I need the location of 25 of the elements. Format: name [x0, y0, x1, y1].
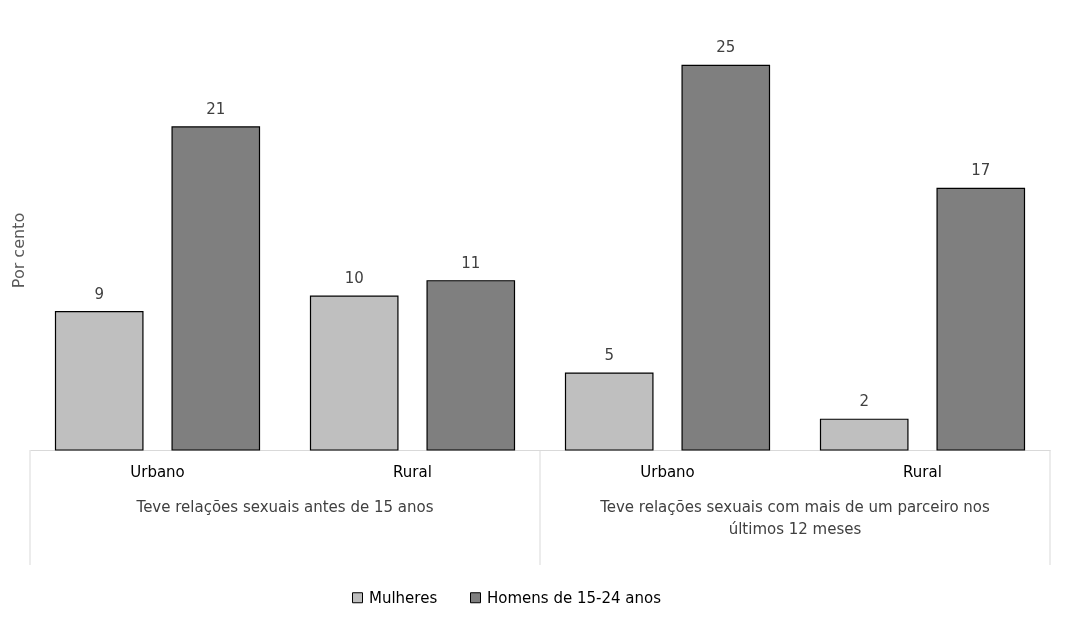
bar — [936, 187, 1026, 451]
bar — [564, 372, 654, 451]
data-label: 25 — [716, 38, 736, 57]
bar — [54, 310, 144, 451]
data-label: 2 — [859, 392, 869, 411]
bar — [819, 418, 909, 451]
bar — [171, 126, 261, 451]
x-tick-label: Rural — [393, 462, 432, 481]
legend-label: Mulheres — [369, 588, 438, 607]
data-label: 9 — [94, 284, 104, 303]
data-label: 17 — [971, 161, 991, 180]
data-label: 21 — [206, 99, 226, 118]
text: Teve relações sexuais antes de 15 anos — [135, 498, 434, 516]
x-tick-label: Urbano — [640, 462, 695, 481]
bar — [681, 64, 771, 451]
x-tick-label: Rural — [903, 462, 942, 481]
data-label: 5 — [604, 346, 614, 365]
data-label: 11 — [461, 253, 481, 272]
x-tick-label: Urbano — [130, 462, 185, 481]
bar — [309, 295, 399, 451]
data-label: 10 — [344, 269, 364, 288]
legend-label: Homens de 15-24 anos — [487, 588, 662, 607]
text: Teve relações sexuais com mais de um parceiro nos últimos 12 meses — [599, 498, 991, 538]
y-axis-title: Por cento — [8, 212, 28, 289]
bar — [426, 280, 516, 451]
